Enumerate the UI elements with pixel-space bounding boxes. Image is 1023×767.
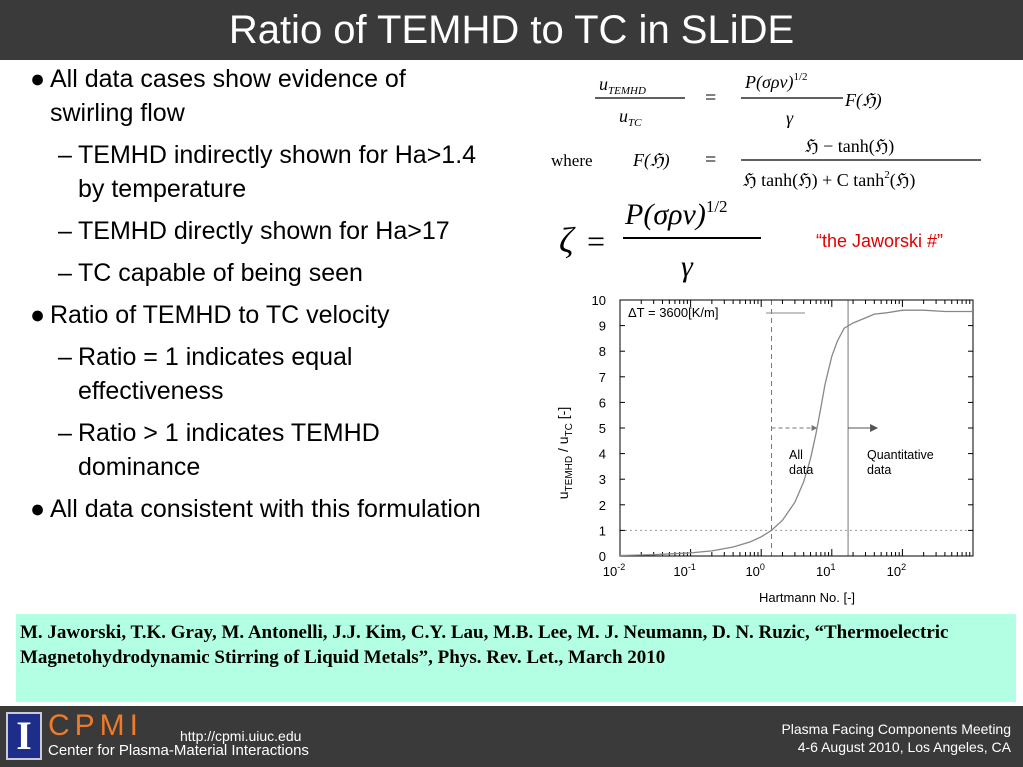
slide-title: Ratio of TEMHD to TC in SLiDE <box>228 8 795 52</box>
y-tick-label: 2 <box>599 498 606 513</box>
bullet-list: ● All data cases show evidence of swirlin… <box>30 62 490 526</box>
ratio-chart: 0 1 2 3 4 5 6 7 8 9 10 10-2 10-1 100 101 102 Hartmann N… <box>555 293 974 605</box>
eq1-rhs-den: γ <box>786 108 794 128</box>
x-tick-label: 102 <box>887 562 906 579</box>
sub-bullet-item: – TC capable of being seen <box>30 256 490 290</box>
y-tick-label: 10 <box>592 293 606 308</box>
eq2-num: ℌ − tanh(ℌ) <box>805 136 894 157</box>
x-tick-label: 100 <box>745 562 764 579</box>
bullet-item: ● All data consistent with this formulati… <box>30 492 490 526</box>
x-axis-title: Hartmann No. [-] <box>759 590 855 605</box>
cpmi-logo-text: CPMI <box>48 709 143 742</box>
eq1-lhs-den: uTC <box>619 106 642 129</box>
sub-bullet-text: Ratio > 1 indicates TEMHD dominance <box>78 419 380 481</box>
y-tick-label: 0 <box>599 549 606 564</box>
x-tick-label: 10-2 <box>603 562 625 579</box>
annotation-all-data: All data <box>789 448 813 477</box>
eq1-equals: = <box>705 87 716 109</box>
dash-icon: – <box>58 259 72 287</box>
cpmi-url-link[interactable]: http://cpmi.uiuc.edu <box>180 728 302 744</box>
sub-bullet-text: TEMHD indirectly shown for Ha>1.4 by tem… <box>78 141 477 203</box>
sub-bullet-text: Ratio = 1 indicates equal effectiveness <box>78 343 353 405</box>
citation-box: M. Jaworski, T.K. Gray, M. Antonelli, J.… <box>16 614 1016 702</box>
zeta-symbol: ζ <box>559 220 576 260</box>
meeting-name: Plasma Facing Components Meeting <box>781 721 1011 737</box>
y-tick-label: 8 <box>599 344 606 359</box>
chart-ticks: 0 1 2 3 4 5 6 7 8 9 10 10-2 10-1 100 101 102 <box>592 293 973 579</box>
eq1-rhs-suffix: F(ℌ) <box>844 90 882 111</box>
zeta-den: γ <box>681 250 694 283</box>
x-tick-label: 10-1 <box>673 562 695 579</box>
y-tick-label: 9 <box>599 319 606 334</box>
illinois-logo: I <box>6 712 42 760</box>
dash-icon: – <box>58 217 72 245</box>
y-tick-label: 7 <box>599 370 606 385</box>
sub-bullet-item: – Ratio > 1 indicates TEMHD dominance <box>30 416 490 484</box>
sub-bullet-item: – Ratio = 1 indicates equal effectiveness <box>30 340 490 408</box>
legend-label: ΔT = 3600[K/m] <box>628 305 718 320</box>
dash-icon: – <box>58 343 72 371</box>
bullet-item: ● All data cases show evidence of swirlin… <box>30 62 490 130</box>
zeta-num: P(σρν)1/2 <box>624 197 728 231</box>
y-tick-label: 4 <box>599 447 606 462</box>
equations: uTEMHD uTC = P(σρν)1/2 γ F(ℌ) where F(ℌ)… <box>551 71 981 283</box>
sub-bullet-text: TEMHD directly shown for Ha>17 <box>78 217 450 245</box>
sub-bullet-item: – TEMHD directly shown for Ha>17 <box>30 214 490 248</box>
bullet-dot-icon: ● <box>30 301 46 329</box>
bullet-dot-icon: ● <box>30 65 46 93</box>
sub-bullet-item: – TEMHD indirectly shown for Ha>1.4 by te… <box>30 138 490 206</box>
bullet-text: All data consistent with this formulatio… <box>50 495 481 523</box>
eq2-f: F(ℌ) <box>632 150 670 171</box>
meeting-info: Plasma Facing Components Meeting 4-6 Aug… <box>781 720 1011 756</box>
cpmi-full-name: Center for Plasma-Material Interactions <box>48 742 309 759</box>
eq1-rhs-num: P(σρν)1/2 <box>744 71 808 93</box>
dash-icon: – <box>58 419 72 447</box>
bullet-text: All data cases show evidence of swirling… <box>50 65 406 127</box>
chart-series <box>619 309 973 557</box>
series-line <box>619 309 973 557</box>
zeta-equals: = <box>587 223 605 259</box>
chart-reference-lines <box>620 300 973 556</box>
title-bar: Ratio of TEMHD to TC in SLiDE <box>0 0 1023 60</box>
eq2-where: where <box>551 151 593 170</box>
annotation-quantitative: Quantitative data <box>867 448 934 477</box>
eq2-den: ℌ tanh(ℌ) + C tanh2(ℌ) <box>743 169 915 191</box>
footer: I CPMI Center for Plasma-Material Intera… <box>0 706 1023 767</box>
illinois-i-icon: I <box>16 713 32 758</box>
y-tick-label: 6 <box>599 395 606 410</box>
y-tick-label: 5 <box>599 421 606 436</box>
eq1-lhs-num: uTEMHD <box>599 74 646 97</box>
bullet-item: ● Ratio of TEMHD to TC velocity <box>30 298 490 332</box>
all-data-arrowhead <box>811 425 818 431</box>
sub-bullet-text: TC capable of being seen <box>78 259 363 287</box>
jaworski-number-label: “the Jaworski #” <box>816 231 944 251</box>
eq2-equals: = <box>705 149 716 171</box>
x-tick-label: 101 <box>816 562 835 579</box>
bullet-dot-icon: ● <box>30 495 46 523</box>
quantitative-arrowhead <box>870 424 879 432</box>
y-tick-label: 1 <box>599 523 606 538</box>
bullet-text: Ratio of TEMHD to TC velocity <box>50 301 390 329</box>
y-axis-title: uTEMHD / uTC [-] <box>555 407 575 500</box>
dash-icon: – <box>58 141 72 169</box>
y-tick-label: 3 <box>599 472 606 487</box>
meeting-date-location: 4-6 August 2010, Los Angeles, CA <box>797 739 1011 755</box>
